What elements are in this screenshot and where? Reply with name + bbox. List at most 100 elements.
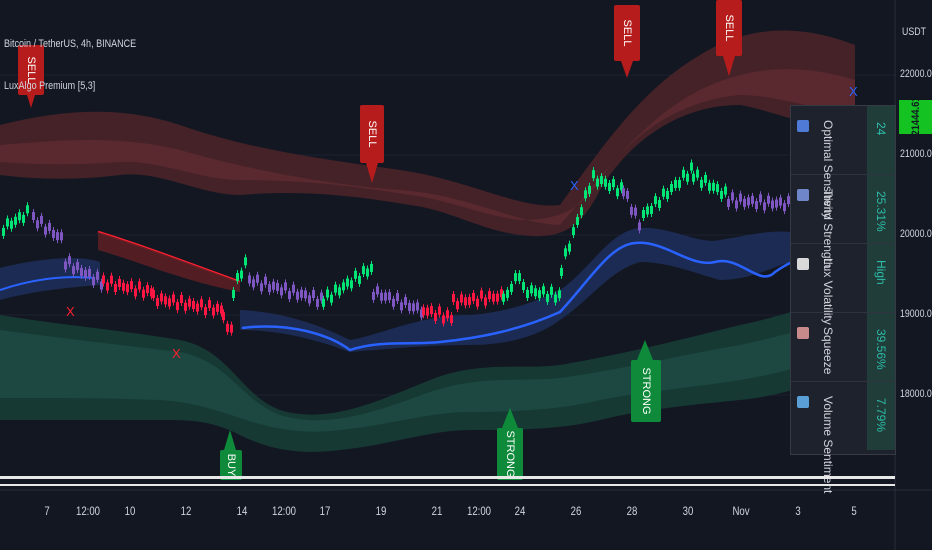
candle-body <box>708 182 711 191</box>
trend-icon <box>797 189 809 201</box>
candle-body <box>122 282 125 291</box>
dashboard-row-trend-strength: Trend Strength 25.31% <box>791 175 895 269</box>
sell-signal-3[interactable] <box>614 5 640 78</box>
candle-body <box>376 286 379 295</box>
candle-body <box>727 199 730 208</box>
strong-signal-label: STRONG <box>640 367 652 415</box>
candle-body <box>400 302 403 311</box>
dashboard-value: 24 <box>874 122 888 136</box>
candle-body <box>690 162 693 171</box>
dashboard-row-optimal-sensitivity: Optimal Sensitivity 24 <box>791 106 895 219</box>
candle-body <box>514 273 517 282</box>
candle-body <box>546 293 549 302</box>
candle-body <box>426 307 429 316</box>
candle-body <box>142 289 145 298</box>
candle-body <box>10 220 13 229</box>
dashboard-value: 25.31% <box>874 191 888 232</box>
candle-body <box>6 218 9 227</box>
candle-body <box>696 169 699 178</box>
dashboard-row-volume-sentiment: Volume Sentiment 7.79% <box>791 382 895 493</box>
candle-body <box>654 196 657 205</box>
candle-body <box>751 195 754 204</box>
candle-body <box>646 206 649 215</box>
candle-body <box>442 315 445 324</box>
candle-body <box>260 283 263 292</box>
dashboard-value: High <box>874 260 888 285</box>
candle-body <box>338 287 341 296</box>
gear-icon <box>797 120 809 132</box>
sell-signal-label: SELL <box>366 120 378 148</box>
candle-body <box>68 256 71 265</box>
separator-line <box>0 484 895 486</box>
candle-body <box>608 182 611 191</box>
candle-body <box>252 279 255 288</box>
candle-body <box>604 178 607 187</box>
candle-body <box>759 194 762 203</box>
candle-body <box>200 299 203 308</box>
candle-body <box>622 188 625 197</box>
candle-body <box>110 275 113 284</box>
candle-body <box>172 294 175 303</box>
candle-body <box>32 211 35 220</box>
price-axis-tick: 20000.00 <box>900 228 932 240</box>
dashboard-value: 39.56% <box>874 329 888 370</box>
sell-signal-2[interactable] <box>360 105 384 183</box>
candle-body <box>506 289 509 298</box>
candle-body <box>26 205 29 214</box>
candle-body <box>96 271 99 280</box>
droplet-icon <box>797 396 809 408</box>
candle-body <box>264 276 267 285</box>
candle-body <box>630 206 633 215</box>
candle-body <box>330 294 333 303</box>
candle-body <box>420 309 423 318</box>
candle-body <box>334 284 337 293</box>
candle-body <box>316 298 319 307</box>
candle-body <box>380 292 383 301</box>
candle-body <box>783 203 786 212</box>
dashboard-row-squeeze: Squeeze 39.56% <box>791 313 895 382</box>
candle-body <box>2 227 5 236</box>
candle-body <box>220 305 223 314</box>
indicator-title[interactable]: LuxAlgo Premium [5,3] <box>4 80 96 92</box>
candle-body <box>755 201 758 210</box>
candle-body <box>408 302 411 311</box>
sell-signal-1[interactable] <box>18 45 44 108</box>
candle-body <box>460 294 463 303</box>
candle-body <box>476 298 479 307</box>
candle-body <box>288 291 291 300</box>
candle-body <box>300 289 303 298</box>
candle-body <box>588 185 591 194</box>
candle-body <box>600 176 603 185</box>
candle-body <box>779 197 782 206</box>
symbol-title[interactable]: Bitcoin / TetherUS, 4h, BINANCE <box>4 38 137 50</box>
strong-signal-1[interactable] <box>497 408 523 480</box>
candle-body <box>554 294 557 303</box>
candle-body <box>542 286 545 295</box>
candle-body <box>118 279 121 288</box>
time-axis-tick: 5 <box>851 504 857 518</box>
candle-body <box>472 292 475 301</box>
sell-signal-4[interactable] <box>716 0 742 76</box>
time-axis-tick: 28 <box>626 504 638 518</box>
time-axis-tick: 30 <box>682 504 694 518</box>
candle-body <box>130 281 133 290</box>
candle-body <box>434 312 437 321</box>
candle-body <box>160 293 163 302</box>
upper-band-inner <box>0 69 855 225</box>
candle-body <box>304 290 307 299</box>
candle-body <box>292 284 295 293</box>
candle-body <box>612 179 615 188</box>
buy-signal-1[interactable] <box>220 430 242 480</box>
candle-body <box>138 281 141 290</box>
candle-body <box>176 302 179 311</box>
candle-body <box>126 284 129 293</box>
candle-body <box>422 307 425 316</box>
candle-body <box>284 282 287 291</box>
strong-signal-2[interactable] <box>631 340 661 422</box>
candle-body <box>88 268 91 277</box>
candle-body <box>692 173 695 182</box>
candle-body <box>480 290 483 299</box>
candle-body <box>366 268 369 277</box>
candle-body <box>456 301 459 310</box>
